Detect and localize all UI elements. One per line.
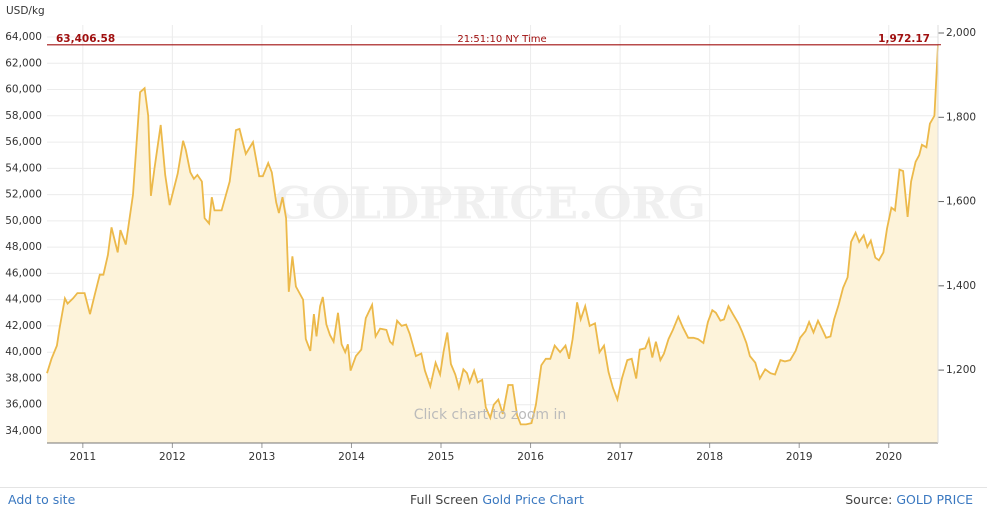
y-tick-label: 62,000 bbox=[5, 57, 42, 69]
y-tick-label: 54,000 bbox=[5, 162, 42, 174]
chart-link[interactable]: Gold Price Chart bbox=[482, 492, 584, 507]
line bbox=[46, 44, 939, 426]
y2-tick-label: 1,400 bbox=[946, 280, 976, 292]
current-time: 21:51:10 NY Time bbox=[457, 34, 546, 45]
y-tick-label: 60,000 bbox=[5, 84, 42, 96]
y-tick-label: 46,000 bbox=[5, 267, 42, 279]
footer-right: Source: GOLD PRICE bbox=[845, 492, 973, 507]
watermark: GOLDPRICE.ORG bbox=[274, 179, 706, 230]
x-tick-label: 2017 bbox=[607, 451, 634, 463]
y-tick-label: 56,000 bbox=[5, 136, 42, 148]
y2-tick-label: 1,600 bbox=[946, 196, 976, 208]
source-link[interactable]: GOLD PRICE bbox=[896, 492, 973, 507]
zoom-hint: Click chart to zoom in bbox=[414, 407, 567, 423]
current-price-oz: 1,972.17 bbox=[878, 33, 930, 45]
x-tick-label: 2019 bbox=[786, 451, 813, 463]
y-tick-label: 64,000 bbox=[5, 31, 42, 43]
chart[interactable]: USD/kg GOLDPRICE.ORG 34,000 36,000 38,000 4… bbox=[0, 0, 987, 488]
y-tick-label: 48,000 bbox=[5, 241, 42, 253]
footer-center: Full Screen Gold Price Chart bbox=[410, 492, 584, 507]
y2-tick-label: 2,000 bbox=[946, 27, 976, 39]
add-link[interactable]: Add to site bbox=[8, 492, 76, 507]
x-tick-label: 2012 bbox=[159, 451, 186, 463]
footer-left: Add to site bbox=[8, 492, 75, 507]
y-tick-label: 40,000 bbox=[5, 346, 42, 358]
full-screen: Full Screen bbox=[410, 492, 479, 507]
y2-tick-label: 1,200 bbox=[946, 364, 976, 376]
area bbox=[47, 44, 938, 444]
y2-tick-label: 1,800 bbox=[946, 111, 976, 123]
x-tick-label: 2014 bbox=[338, 451, 365, 463]
current-price: 63,406.58 bbox=[56, 33, 115, 45]
y-tick-label: 42,000 bbox=[5, 320, 42, 332]
separator bbox=[0, 487, 987, 488]
x-tick-label: 2013 bbox=[249, 451, 276, 463]
y-axis-label: USD/kg bbox=[6, 5, 45, 17]
source: Source: bbox=[845, 492, 893, 507]
y-tick-label: 38,000 bbox=[5, 372, 42, 384]
y-tick-label: 36,000 bbox=[5, 399, 42, 411]
x-tick-label: 2016 bbox=[517, 451, 544, 463]
y-tick-label: 50,000 bbox=[5, 215, 42, 227]
y-tick-label: 34,000 bbox=[5, 425, 42, 437]
x-tick-label: 2011 bbox=[69, 451, 96, 463]
y-tick-label: 44,000 bbox=[5, 294, 42, 306]
y-tick-label: 58,000 bbox=[5, 110, 42, 122]
y-tick-label: 52,000 bbox=[5, 189, 42, 201]
x-tick-label: 2015 bbox=[428, 451, 455, 463]
x-tick-label: 2018 bbox=[696, 451, 723, 463]
x-tick-label: 2020 bbox=[875, 451, 902, 463]
